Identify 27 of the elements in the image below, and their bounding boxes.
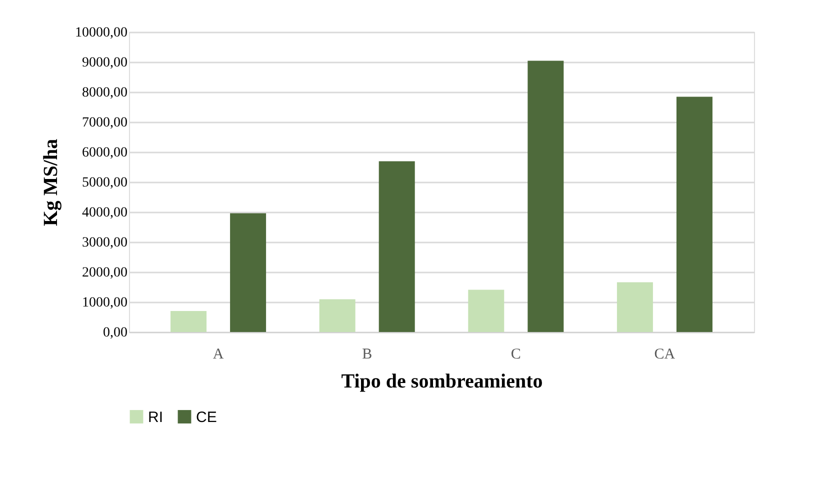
bar <box>378 161 415 332</box>
y-tick-label: 7000,00 <box>82 116 128 130</box>
x-tick-label: B <box>362 346 372 362</box>
y-tick-label: 0,00 <box>103 326 128 340</box>
legend-label: CE <box>196 408 217 426</box>
bar <box>676 96 712 332</box>
bar <box>528 60 564 332</box>
x-tick-label: CA <box>654 346 676 362</box>
y-tick-label: 4000,00 <box>82 206 128 220</box>
legend-label: RI <box>148 408 163 426</box>
y-axis-title: Kg MS/ha <box>40 138 62 226</box>
bar <box>170 311 207 332</box>
bar <box>616 282 653 332</box>
y-tick-label: 8000,00 <box>82 86 128 100</box>
bar <box>230 213 266 332</box>
x-tick-label: C <box>510 346 521 362</box>
x-axis-title: Tipo de sombreamiento <box>341 370 543 392</box>
y-tick-label: 1000,00 <box>82 296 128 310</box>
x-tick-label: A <box>212 346 224 362</box>
y-tick-label: 5000,00 <box>82 176 128 190</box>
bar <box>468 290 504 332</box>
y-tick-label: 6000,00 <box>82 146 128 160</box>
y-tick-label: 9000,00 <box>82 56 128 70</box>
y-tick-label: 3000,00 <box>82 236 128 250</box>
y-tick-label: 2000,00 <box>82 266 128 280</box>
bar <box>319 299 356 332</box>
y-tick-label: 10000,00 <box>75 26 128 40</box>
